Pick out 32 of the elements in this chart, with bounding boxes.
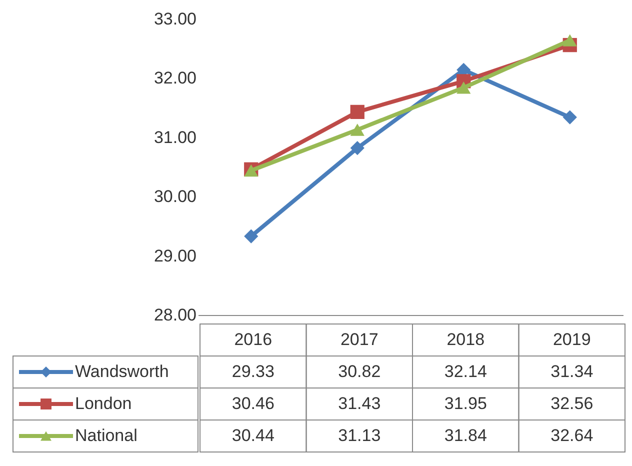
data-label: 30.46 <box>232 394 274 413</box>
y-tick-label: 29.00 <box>154 246 196 266</box>
legend-label: London <box>75 394 132 413</box>
x-tick-label: 2018 <box>446 330 485 349</box>
point <box>350 140 364 156</box>
y-tick-label: 32.00 <box>154 68 196 88</box>
point <box>350 124 364 136</box>
data-label: 31.34 <box>550 362 594 381</box>
x-tick-label: 2017 <box>340 330 378 349</box>
point <box>350 104 364 120</box>
x-tick-label: 2019 <box>552 330 591 349</box>
data-label: 30.44 <box>232 426 274 445</box>
data-label: 31.84 <box>444 426 487 445</box>
data-label: 29.33 <box>232 362 274 381</box>
point <box>562 34 577 46</box>
data-label: 32.64 <box>550 426 594 445</box>
y-tick-label: 33.00 <box>154 10 196 28</box>
data-label: 30.82 <box>338 362 381 381</box>
data-label: 32.56 <box>550 394 594 413</box>
legend-label: Wandsworth <box>75 362 169 381</box>
legend-label: National <box>75 426 138 445</box>
data-label: 31.43 <box>338 394 381 413</box>
y-tick-label: 28.00 <box>154 306 196 324</box>
data-label: 31.95 <box>444 394 487 413</box>
data-label: 31.13 <box>338 426 381 445</box>
point <box>562 110 577 124</box>
point <box>456 82 471 94</box>
y-tick-label: 31.00 <box>154 128 196 147</box>
x-tick-label: 2016 <box>234 330 272 349</box>
y-tick-label: 30.00 <box>154 187 196 206</box>
data-label: 32.14 <box>444 362 487 381</box>
point <box>244 229 258 244</box>
